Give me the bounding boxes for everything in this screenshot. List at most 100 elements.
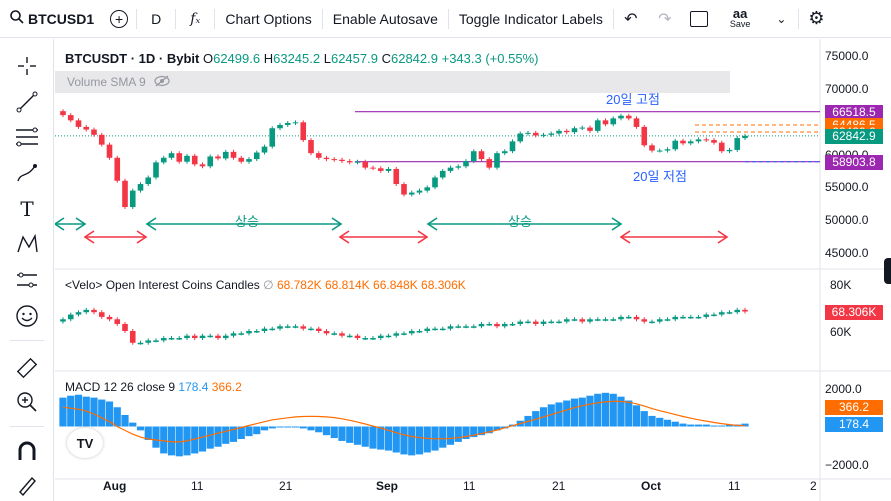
trendline-icon[interactable] — [12, 89, 42, 115]
annotation-rise-1[interactable]: 상승 — [235, 214, 259, 229]
prediction-icon[interactable] — [12, 267, 42, 293]
toolbar-divider — [214, 8, 216, 29]
candle-body — [463, 161, 469, 167]
oi-candle-body — [160, 338, 167, 341]
candle-body — [91, 129, 97, 135]
oi-candle-body — [385, 335, 392, 338]
candle-body — [277, 124, 283, 129]
drawing-toolbar: T — [0, 39, 54, 501]
oi-candle-body — [91, 309, 97, 313]
price-axis-label: 45000.0 — [825, 246, 869, 260]
oi-candle-body — [277, 326, 283, 329]
macd-bar — [167, 426, 176, 456]
oi-axis-80k: 80K — [830, 278, 852, 292]
text-tool-icon[interactable]: T — [20, 197, 34, 221]
oi-candle-body — [486, 323, 493, 326]
macd-bar — [632, 405, 641, 427]
zoom-in-icon[interactable] — [12, 389, 42, 415]
candle-body — [153, 162, 159, 178]
chart-area[interactable]: BTCUSDT · 1D · Bybit O62499.6 H63245.2 L… — [55, 39, 891, 501]
save-button[interactable]: aa Save — [716, 7, 765, 30]
time-axis-label: Aug — [103, 479, 127, 493]
indicators-fx-button[interactable]: fₓ — [190, 10, 201, 27]
lock-drawing-icon[interactable] — [12, 472, 42, 498]
oi-candle-body — [168, 338, 175, 340]
macd-bar — [160, 426, 168, 454]
brush-icon[interactable] — [12, 160, 42, 186]
symbol-label: BTCUSD1 — [28, 10, 95, 27]
oi-tag: 68.306K — [825, 305, 883, 320]
candle-body — [641, 126, 648, 146]
candle-body — [618, 115, 624, 119]
annotation-20d-low[interactable]: 20일 저점 — [633, 169, 687, 184]
settings-button[interactable]: ⚙ — [799, 0, 833, 38]
magnet-icon[interactable] — [12, 439, 42, 465]
layout-dropdown-button[interactable]: ⌄ — [764, 0, 798, 38]
oi-candle-body — [114, 319, 121, 324]
fullscreen-button[interactable] — [682, 0, 716, 38]
candle-body — [571, 128, 578, 133]
oi-title[interactable]: <Velo> Open Interest Coins Candles — [65, 278, 260, 292]
crosshair-icon[interactable] — [12, 53, 42, 79]
redo-icon: ↷ — [658, 10, 672, 28]
pattern-icon[interactable] — [12, 231, 42, 257]
eye-hidden-icon[interactable] — [154, 75, 170, 90]
candle-body — [176, 153, 183, 162]
oi-candle-body — [393, 333, 400, 336]
candle-body — [122, 180, 128, 208]
chevron-down-icon: ⌄ — [776, 11, 787, 26]
candle-body — [168, 153, 175, 158]
toolbar-divider — [798, 8, 800, 29]
undo-button[interactable]: ↶ — [614, 0, 648, 38]
chart-options-button[interactable]: Chart Options — [225, 10, 312, 27]
settings-small-icon[interactable]: ∅ — [263, 278, 274, 292]
oi-candle-body — [649, 321, 655, 324]
candle-body — [246, 159, 252, 162]
legend-symbol[interactable]: BTCUSDT · 1D · Bybit — [65, 51, 200, 66]
candle-body — [478, 151, 485, 160]
candle-body — [199, 164, 206, 167]
symbol-search[interactable]: BTCUSD1 — [0, 0, 102, 38]
oi-candle-body — [122, 323, 128, 331]
tradingview-logo[interactable]: TV — [67, 428, 103, 458]
volume-label: Volume SMA 9 — [67, 75, 146, 89]
macd-bar — [206, 426, 214, 449]
macd-bar — [377, 426, 385, 450]
oi-candle-body — [75, 312, 82, 315]
candle-body — [711, 140, 717, 143]
candle-body — [610, 118, 617, 125]
oi-candle-body — [602, 319, 609, 321]
oi-candle-body — [60, 319, 66, 322]
emoji-icon[interactable] — [12, 303, 42, 329]
oi-candle-body — [416, 331, 423, 333]
ruler-icon[interactable] — [12, 355, 42, 381]
oi-candle-body — [517, 321, 524, 324]
oi-candle-body — [734, 309, 741, 313]
candle-body — [377, 168, 384, 171]
macd-bar — [198, 426, 207, 452]
oi-candle-body — [67, 314, 74, 320]
candle-body — [718, 142, 725, 152]
macd-bar — [369, 426, 377, 449]
chart-canvas[interactable] — [55, 39, 891, 501]
toolbar-divider — [321, 8, 323, 29]
candle-body — [160, 157, 167, 163]
macd-bar — [276, 426, 284, 428]
volume-indicator-row[interactable]: Volume SMA 9 — [55, 71, 730, 93]
enable-autosave-button[interactable]: Enable Autosave — [332, 10, 438, 27]
macd-bar — [136, 426, 145, 431]
macd-bar — [268, 426, 276, 429]
fib-retracement-icon[interactable] — [12, 124, 42, 150]
side-panel-handle[interactable] — [884, 258, 891, 284]
compare-symbol-button[interactable]: + — [102, 0, 136, 38]
candle-body — [494, 153, 500, 168]
macd-title[interactable]: MACD 12 26 close 9 — [65, 380, 176, 394]
candle-body — [532, 132, 539, 136]
toggle-indicator-labels-button[interactable]: Toggle Indicator Labels — [458, 10, 603, 27]
macd-bar — [671, 421, 679, 427]
macd-bar — [229, 426, 238, 442]
interval-button[interactable]: D — [151, 10, 162, 27]
annotation-20d-high[interactable]: 20일 고점 — [606, 92, 660, 107]
annotation-rise-2[interactable]: 상승 — [508, 214, 532, 229]
redo-button[interactable]: ↷ — [648, 0, 682, 38]
